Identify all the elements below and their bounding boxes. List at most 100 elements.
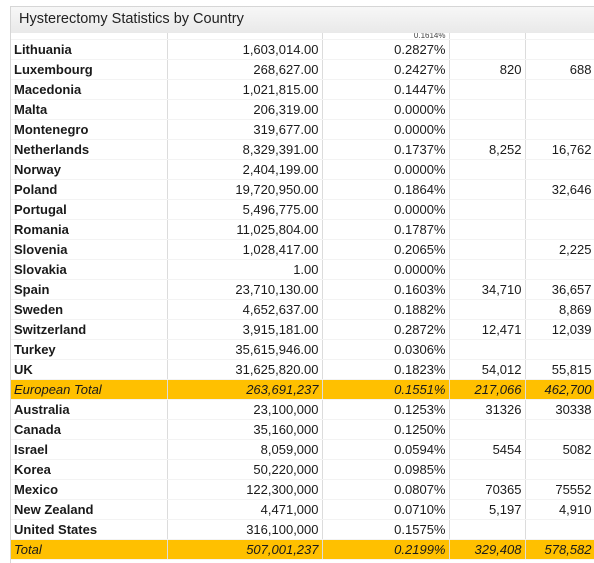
cell-value-1[interactable]: [449, 179, 526, 200]
cell-value-1[interactable]: [449, 159, 526, 180]
cell-value-1[interactable]: [449, 519, 526, 540]
cell-rate[interactable]: 0.1614%: [322, 33, 450, 40]
cell-value-2[interactable]: 16,762: [525, 139, 594, 160]
cell-population[interactable]: 319,677.00: [167, 119, 323, 140]
cell-value-1[interactable]: [449, 459, 526, 480]
cell-value-1[interactable]: [449, 419, 526, 440]
cell-value-1[interactable]: 34,710: [449, 279, 526, 300]
cell-value-2[interactable]: [525, 259, 594, 280]
cell[interactable]: [449, 33, 526, 40]
cell-value-2[interactable]: 4,910: [525, 499, 594, 520]
cell-country[interactable]: Sweden: [11, 299, 168, 320]
cell-value-1[interactable]: [449, 299, 526, 320]
cell-population[interactable]: 4,652,637.00: [167, 299, 323, 320]
cell-value-1[interactable]: 329,408: [449, 539, 526, 560]
cell-value-2[interactable]: 12,039: [525, 319, 594, 340]
cell[interactable]: [525, 33, 594, 40]
cell-value-2[interactable]: 578,582: [525, 539, 594, 560]
cell-population[interactable]: 11,025,804.00: [167, 219, 323, 240]
cell-value-2[interactable]: [525, 519, 594, 540]
cell-value-2[interactable]: [525, 39, 594, 60]
cell-value-1[interactable]: 5,197: [449, 499, 526, 520]
cell-country[interactable]: Lithuania: [11, 39, 168, 60]
cell-rate[interactable]: 0.1787%: [322, 219, 450, 240]
cell-population[interactable]: 35,160,000: [167, 419, 323, 440]
cell-value-2[interactable]: [525, 339, 594, 360]
cell-country[interactable]: Israel: [11, 439, 168, 460]
cell-value-2[interactable]: [525, 219, 594, 240]
cell-country[interactable]: Macedonia: [11, 79, 168, 100]
cell-value-1[interactable]: 8,252: [449, 139, 526, 160]
cell-value-2[interactable]: 36,657: [525, 279, 594, 300]
cell-population[interactable]: 316,100,000: [167, 519, 323, 540]
cell-country[interactable]: Norway: [11, 159, 168, 180]
cell-rate[interactable]: 0.1575%: [322, 519, 450, 540]
cell-country[interactable]: Spain: [11, 279, 168, 300]
cell-population[interactable]: 23,100,000: [167, 399, 323, 420]
cell-rate[interactable]: 0.1882%: [322, 299, 450, 320]
cell-population[interactable]: 4,471,000: [167, 499, 323, 520]
cell-value-2[interactable]: 2,225: [525, 239, 594, 260]
cell-value-1[interactable]: [449, 79, 526, 100]
cell-population[interactable]: 50,220,000: [167, 459, 323, 480]
cell-value-1[interactable]: [449, 39, 526, 60]
cell-rate[interactable]: 0.0594%: [322, 439, 450, 460]
cell-country[interactable]: Mexico: [11, 479, 168, 500]
cell-rate[interactable]: 0.0985%: [322, 459, 450, 480]
cell-value-1[interactable]: [449, 259, 526, 280]
cell-rate[interactable]: 0.1864%: [322, 179, 450, 200]
cell-value-2[interactable]: 688: [525, 59, 594, 80]
cell-rate[interactable]: 0.0000%: [322, 199, 450, 220]
cell-population[interactable]: 1,021,815.00: [167, 79, 323, 100]
cell-country[interactable]: New Zealand: [11, 499, 168, 520]
cell-rate[interactable]: 0.2427%: [322, 59, 450, 80]
cell-country[interactable]: Netherlands: [11, 139, 168, 160]
cell-value-1[interactable]: 5454: [449, 439, 526, 460]
cell-value-2[interactable]: 55,815: [525, 359, 594, 380]
cell-country[interactable]: Australia: [11, 399, 168, 420]
cell-country[interactable]: Switzerland: [11, 319, 168, 340]
cell-population[interactable]: 19,720,950.00: [167, 179, 323, 200]
cell-value-2[interactable]: [525, 419, 594, 440]
cell-value-2[interactable]: 462,700: [525, 379, 594, 400]
cell-value-2[interactable]: [525, 119, 594, 140]
cell-rate[interactable]: 0.0807%: [322, 479, 450, 500]
cell-population[interactable]: 2,404,199.00: [167, 159, 323, 180]
cell-rate[interactable]: 0.0000%: [322, 159, 450, 180]
cell-value-2[interactable]: 32,646: [525, 179, 594, 200]
cell-population[interactable]: 1,028,417.00: [167, 239, 323, 260]
cell[interactable]: [167, 33, 323, 40]
cell-rate[interactable]: 0.1447%: [322, 79, 450, 100]
cell-value-1[interactable]: 12,471: [449, 319, 526, 340]
data-grid[interactable]: 0.1614% Lithuania 1,603,014.00 0.2827% Luxe…: [10, 33, 594, 563]
cell-rate[interactable]: 0.0306%: [322, 339, 450, 360]
cell-value-2[interactable]: [525, 99, 594, 120]
cell-value-1[interactable]: [449, 339, 526, 360]
cell-rate[interactable]: 0.0710%: [322, 499, 450, 520]
cell-value-1[interactable]: 820: [449, 59, 526, 80]
cell-rate[interactable]: 0.1737%: [322, 139, 450, 160]
cell-country[interactable]: Slovakia: [11, 259, 168, 280]
cell-value-1[interactable]: [449, 199, 526, 220]
cell-population[interactable]: 263,691,237: [167, 379, 323, 400]
cell-value-1[interactable]: [449, 119, 526, 140]
cell-rate[interactable]: 0.0000%: [322, 119, 450, 140]
cell-country[interactable]: Turkey: [11, 339, 168, 360]
cell-population[interactable]: 23,710,130.00: [167, 279, 323, 300]
cell-rate[interactable]: 0.2065%: [322, 239, 450, 260]
cell-value-2[interactable]: 30338: [525, 399, 594, 420]
cell-rate[interactable]: 0.1603%: [322, 279, 450, 300]
cell-country[interactable]: Montenegro: [11, 119, 168, 140]
cell-country[interactable]: Korea: [11, 459, 168, 480]
cell-population[interactable]: 35,615,946.00: [167, 339, 323, 360]
cell-population[interactable]: 206,319.00: [167, 99, 323, 120]
cell-population[interactable]: 8,329,391.00: [167, 139, 323, 160]
cell-rate[interactable]: 0.0000%: [322, 99, 450, 120]
cell-rate[interactable]: 0.0000%: [322, 259, 450, 280]
cell-country[interactable]: UK: [11, 359, 168, 380]
cell[interactable]: [11, 33, 168, 40]
cell-value-2[interactable]: 8,869: [525, 299, 594, 320]
cell-country[interactable]: United States: [11, 519, 168, 540]
cell-value-1[interactable]: 54,012: [449, 359, 526, 380]
cell-population[interactable]: 122,300,000: [167, 479, 323, 500]
